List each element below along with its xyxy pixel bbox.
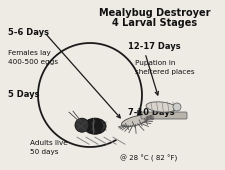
Text: Mealybug Destroyer: Mealybug Destroyer bbox=[99, 8, 210, 18]
Text: 400-500 eggs: 400-500 eggs bbox=[8, 59, 58, 65]
Text: 50 days: 50 days bbox=[30, 149, 58, 155]
Text: 12-17 Days: 12-17 Days bbox=[127, 42, 180, 51]
Circle shape bbox=[172, 103, 180, 111]
Circle shape bbox=[75, 118, 89, 132]
Text: Pupation in: Pupation in bbox=[134, 60, 175, 66]
Ellipse shape bbox=[121, 115, 148, 127]
Text: 7-10 Days: 7-10 Days bbox=[127, 108, 174, 117]
Text: sheltered places: sheltered places bbox=[134, 69, 194, 75]
Text: 4 Larval Stages: 4 Larval Stages bbox=[112, 18, 197, 28]
Text: Adults live: Adults live bbox=[30, 140, 68, 146]
Ellipse shape bbox=[84, 118, 106, 134]
Text: Females lay: Females lay bbox=[8, 50, 51, 56]
Text: 5 Days: 5 Days bbox=[8, 90, 39, 99]
Ellipse shape bbox=[145, 102, 175, 112]
Text: @ 28 °C ( 82 °F): @ 28 °C ( 82 °F) bbox=[119, 155, 176, 162]
FancyBboxPatch shape bbox=[140, 112, 186, 119]
Text: 5-6 Days: 5-6 Days bbox=[8, 28, 49, 37]
